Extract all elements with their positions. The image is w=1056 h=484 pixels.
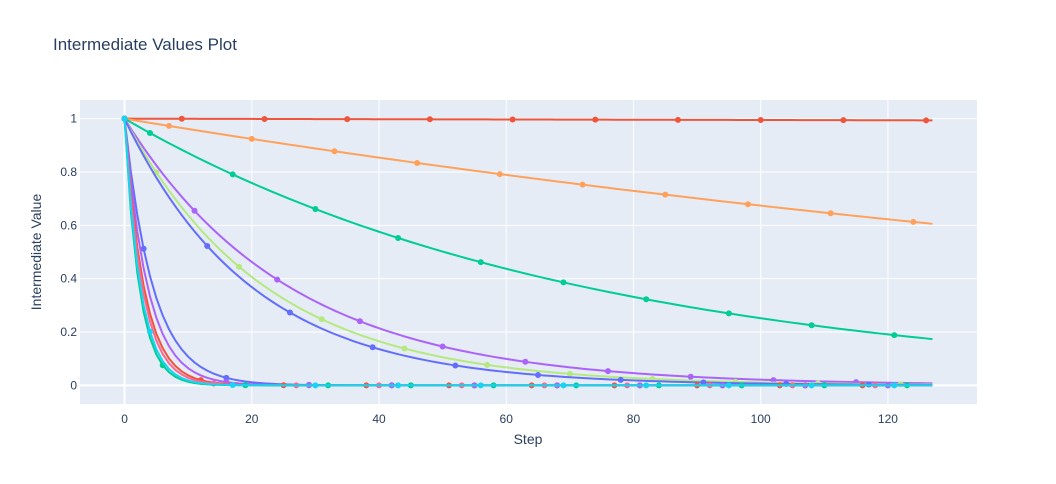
series-marker[interactable] [274,276,281,283]
series-marker[interactable] [286,309,293,316]
series-marker[interactable] [617,376,624,383]
series-marker[interactable] [414,159,421,166]
series-marker[interactable] [401,345,408,352]
x-tick-label: 40 [372,412,386,426]
series-2 [121,115,933,225]
series-marker[interactable] [146,129,153,136]
series-marker[interactable] [535,371,542,378]
series-marker[interactable] [439,343,446,350]
series-marker[interactable] [891,332,898,339]
series-line [123,118,933,385]
series-marker[interactable] [725,382,732,389]
series-1 [121,115,933,124]
x-tick-label: 100 [751,412,771,426]
series-marker[interactable] [395,234,402,241]
y-axis-title: Intermediate Value [28,194,44,311]
series-marker[interactable] [452,362,459,369]
series-marker[interactable] [757,116,764,123]
series-line [124,117,933,341]
series-marker[interactable] [770,377,777,384]
series-marker[interactable] [687,373,694,380]
y-tick-label: 0.4 [60,272,77,286]
series-marker[interactable] [522,358,529,365]
series-marker[interactable] [725,310,732,317]
x-tick-label: 120 [878,412,898,426]
series-marker[interactable] [579,181,586,188]
x-tick-label: 80 [627,412,641,426]
series-marker[interactable] [566,370,573,377]
series-marker[interactable] [643,382,650,389]
series-marker[interactable] [146,328,153,335]
series-layer [121,115,933,389]
series-marker[interactable] [229,382,236,389]
y-tick-label: 0.8 [60,165,77,179]
y-tick-label: 0.6 [60,218,77,232]
series-marker[interactable] [592,116,599,123]
series-marker[interactable] [496,171,503,178]
series-marker[interactable] [744,201,751,208]
series-marker[interactable] [840,117,847,124]
series-12 [121,115,933,389]
series-marker[interactable] [700,379,707,386]
series-marker[interactable] [484,361,491,368]
y-tick-label: 0 [70,378,77,392]
series-marker[interactable] [204,242,211,249]
series-marker[interactable] [662,191,669,198]
series-marker[interactable] [827,210,834,217]
series-marker[interactable] [605,368,612,375]
y-tick-label: 0.2 [60,325,77,339]
series-marker[interactable] [477,382,484,389]
series-marker[interactable] [344,116,351,123]
series-marker[interactable] [643,296,650,303]
x-axis-title: Step [514,431,543,447]
series-marker[interactable] [509,116,516,123]
y-tick-label: 1 [70,112,77,126]
series-marker[interactable] [356,318,363,325]
series-marker[interactable] [395,382,402,389]
chart-title: Intermediate Values Plot [53,35,237,54]
series-line [123,118,933,386]
x-tick-label: 0 [121,412,128,426]
series-marker[interactable] [166,122,173,129]
series-marker[interactable] [178,115,185,122]
series-marker[interactable] [312,382,319,389]
series-marker[interactable] [318,316,325,323]
series-marker[interactable] [808,322,815,329]
series-marker[interactable] [560,279,567,286]
series-marker[interactable] [261,115,268,122]
series-marker[interactable] [891,382,898,389]
series-marker[interactable] [223,374,230,381]
series-marker[interactable] [923,117,930,124]
series-marker[interactable] [369,344,376,351]
series-marker[interactable] [675,116,681,123]
series-line [124,117,933,122]
series-marker[interactable] [312,206,319,213]
x-axis-ticks: 0 20 40 60 80 100 120 [121,412,898,426]
series-marker[interactable] [331,148,338,155]
series-marker[interactable] [910,218,917,225]
series-marker[interactable] [191,207,198,214]
series-3 [121,115,933,341]
series-marker[interactable] [236,263,243,270]
series-marker[interactable] [426,116,433,123]
x-tick-label: 20 [245,412,259,426]
series-marker[interactable] [121,115,128,122]
series-marker[interactable] [808,382,815,389]
plot-area [80,100,977,404]
series-marker[interactable] [229,171,236,178]
series-marker[interactable] [140,245,147,252]
series-marker[interactable] [248,135,255,142]
series-marker[interactable] [560,382,567,389]
series-line [124,117,933,225]
y-axis-ticks: 0 0.2 0.4 0.6 0.8 1 [60,112,77,393]
x-tick-label: 60 [500,412,514,426]
series-line [123,118,933,387]
series-marker[interactable] [477,259,484,266]
